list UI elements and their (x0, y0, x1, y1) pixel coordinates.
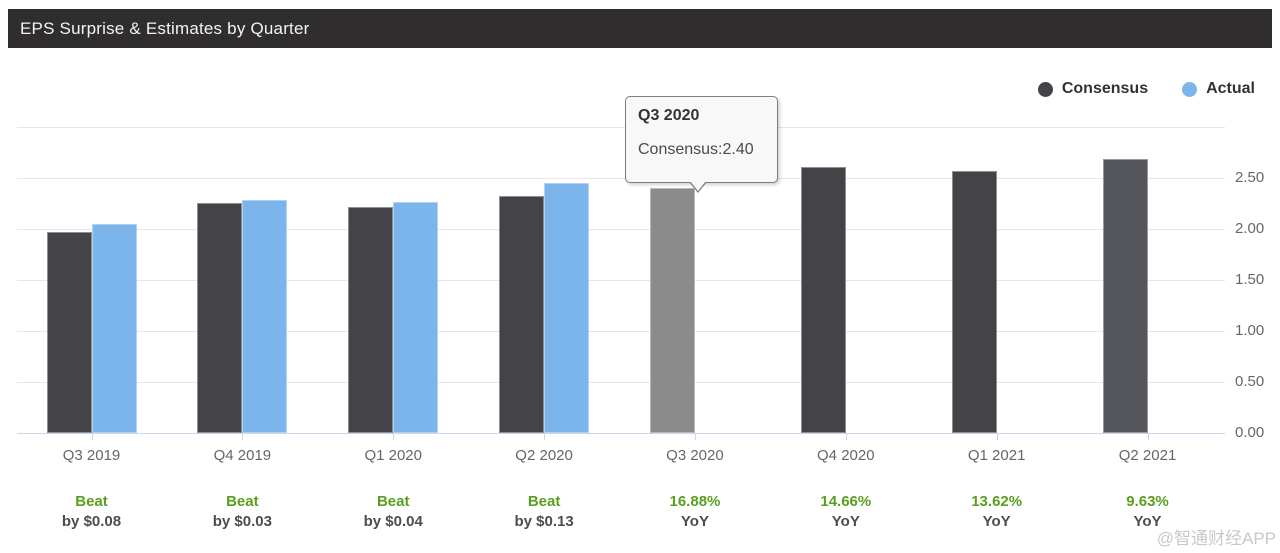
bar-consensus-q4-2019[interactable] (197, 203, 243, 433)
annotation-line2: YoY (1133, 513, 1162, 530)
legend-item-actual[interactable]: Actual (1182, 80, 1255, 98)
watermark: @智通财经APP (1156, 529, 1276, 548)
bar-actual-q4-2019[interactable] (242, 200, 288, 433)
annotation-q4-2020: 14.66% YoY (781, 492, 911, 532)
annotation-line1: 14.66% (820, 493, 872, 510)
annotation-line1: Beat (75, 493, 108, 510)
x-axis-tick (845, 433, 847, 440)
annotation-line2: by $0.08 (61, 513, 122, 530)
legend-label-actual: Actual (1206, 80, 1255, 97)
x-axis-tick (996, 433, 998, 440)
bar-consensus-q3-2019[interactable] (46, 232, 92, 433)
bar-consensus-q3-2020[interactable] (649, 188, 695, 433)
annotation-q3-2020: 16.88% YoY (630, 492, 760, 532)
gridline (17, 280, 1225, 281)
y-axis-label: 2.50 (1235, 169, 1265, 186)
y-axis-label: 1.00 (1235, 322, 1265, 339)
bar-consensus-q1-2021[interactable] (951, 171, 997, 433)
annotation-line1: 16.88% (669, 493, 721, 510)
actual-dot-icon (1182, 81, 1198, 97)
x-axis-label-q2-2020: Q2 2020 (515, 447, 573, 464)
consensus-dot-icon (1037, 81, 1053, 97)
chart-title-bar: EPS Surprise & Estimates by Quarter (8, 9, 1272, 48)
x-axis-tick (242, 433, 244, 440)
bar-actual-q2-2020[interactable] (544, 183, 590, 433)
tooltip-value: Consensus:2.40 (638, 141, 754, 158)
bar-consensus-q4-2020[interactable] (800, 167, 846, 433)
y-axis-label: 0.00 (1235, 424, 1265, 441)
x-axis-label-q1-2020: Q1 2020 (364, 447, 422, 464)
annotation-q2-2021: 9.63% YoY (1083, 492, 1213, 532)
annotation-line2: by $0.04 (363, 513, 423, 530)
x-axis-tick (91, 433, 93, 440)
bar-actual-q1-2020[interactable] (393, 202, 439, 433)
x-axis-tick (393, 433, 395, 440)
tooltip: Q3 2020 Consensus:2.40 (625, 96, 778, 183)
y-axis-label: 1.50 (1235, 271, 1265, 288)
annotation-line1: 13.62% (971, 493, 1023, 510)
x-axis-tick (544, 433, 546, 440)
legend-label-consensus: Consensus (1061, 80, 1149, 97)
annotation-q2-2020: Beat by $0.13 (479, 492, 609, 532)
annotation-q1-2021: 13.62% YoY (932, 492, 1062, 532)
annotation-line2: YoY (831, 513, 860, 530)
x-axis-label-q4-2019: Q4 2019 (213, 447, 272, 464)
x-axis-label-q1-2021: Q1 2021 (967, 447, 1026, 464)
annotation-line2: YoY (680, 513, 709, 530)
annotation-q4-2019: Beat by $0.03 (177, 492, 307, 532)
x-axis-tick (694, 433, 696, 440)
annotation-line2: by $0.13 (514, 513, 574, 530)
x-axis-line (17, 433, 1225, 434)
gridline (17, 178, 1225, 179)
annotation-line2: by $0.03 (212, 513, 272, 530)
gridline (17, 229, 1225, 230)
gridline (17, 331, 1225, 332)
x-axis-label-q3-2019: Q3 2019 (62, 447, 121, 464)
y-axis-label: 2.00 (1235, 220, 1265, 237)
gridline (17, 382, 1225, 383)
annotation-line2: YoY (982, 513, 1011, 530)
chart-title: EPS Surprise & Estimates by Quarter (20, 18, 310, 38)
annotation-line1: 9.63% (1126, 493, 1169, 510)
gridline (17, 127, 1225, 128)
y-axis-label: 0.50 (1235, 373, 1265, 390)
x-axis-tick (1147, 433, 1149, 440)
legend: Consensus Actual (1037, 80, 1255, 98)
bar-consensus-q2-2020[interactable] (499, 196, 545, 433)
annotation-q1-2020: Beat by $0.04 (328, 492, 458, 532)
tooltip-arrow-icon (690, 181, 706, 191)
bar-consensus-q2-2021[interactable] (1102, 159, 1148, 433)
bar-consensus-q1-2020[interactable] (348, 207, 394, 433)
annotation-line1: Beat (527, 493, 561, 510)
x-axis-label-q3-2020: Q3 2020 (666, 447, 724, 464)
legend-item-consensus[interactable]: Consensus (1037, 80, 1149, 98)
tooltip-title: Q3 2020 (638, 107, 700, 124)
annotation-line1: Beat (226, 493, 259, 510)
annotation-line1: Beat (376, 493, 410, 510)
bar-actual-q3-2019[interactable] (91, 224, 137, 433)
x-axis-label-q2-2021: Q2 2021 (1118, 447, 1177, 464)
x-axis-label-q4-2020: Q4 2020 (817, 447, 875, 464)
annotation-q3-2019: Beat by $0.08 (27, 492, 157, 532)
